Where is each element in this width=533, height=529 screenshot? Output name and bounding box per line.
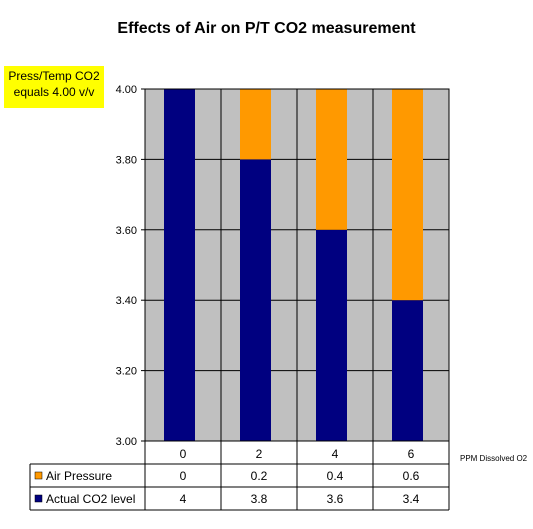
table-value: 0.6: [403, 469, 420, 483]
table-value: 0.4: [327, 469, 344, 483]
table-value: 3.6: [327, 492, 344, 506]
bar-air: [392, 89, 423, 301]
bar-co2: [240, 159, 271, 441]
y-tick-label: 3.80: [116, 154, 137, 166]
table-value: 3.8: [251, 492, 268, 506]
y-tick-label: 4.00: [116, 84, 137, 96]
table-value: 0.2: [251, 469, 268, 483]
chart-title: Effects of Air on P/T CO2 measurement: [117, 20, 416, 37]
y-tick-label: 3.40: [116, 295, 137, 307]
x-category-label: 4: [332, 447, 339, 461]
y-tick-label: 3.60: [116, 225, 137, 237]
bar-co2: [392, 300, 423, 441]
legend-label: Air Pressure: [46, 469, 112, 483]
bar-co2: [164, 89, 195, 441]
legend-label: Actual CO2 level: [46, 492, 135, 506]
x-category-label: 2: [256, 447, 263, 461]
bar-air: [240, 89, 271, 160]
y-tick-label: 3.00: [116, 436, 137, 448]
bar-air: [316, 89, 347, 230]
table-value: 0: [180, 469, 187, 483]
note-line-1: Press/Temp CO2: [8, 69, 100, 83]
table-value: 4: [180, 492, 187, 506]
x-category-label: 0: [180, 447, 187, 461]
note-line-2: equals 4.00 v/v: [13, 85, 95, 99]
note-box: Press/Temp CO2 equals 4.00 v/v: [4, 66, 104, 108]
bar-co2: [316, 229, 347, 441]
x-category-label: 6: [408, 447, 415, 461]
table-value: 3.4: [403, 492, 420, 506]
y-tick-label: 3.20: [116, 366, 137, 378]
x-unit-label: PPM Dissolved O2: [460, 454, 528, 463]
legend-swatch: [34, 494, 43, 503]
legend-swatch: [34, 471, 43, 480]
